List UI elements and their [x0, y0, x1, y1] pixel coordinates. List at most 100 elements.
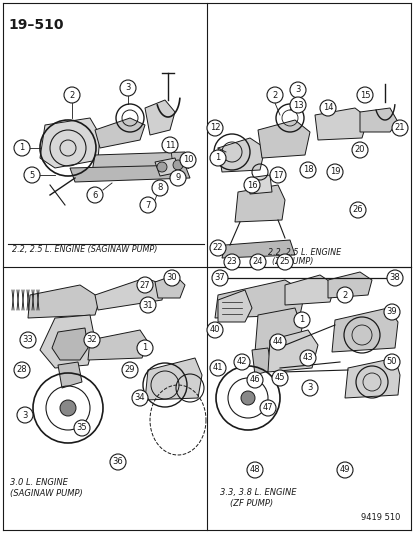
Circle shape — [391, 120, 407, 136]
Text: 24: 24 — [252, 257, 263, 266]
Text: 35: 35 — [76, 424, 87, 432]
Text: 26: 26 — [352, 206, 363, 214]
Polygon shape — [40, 315, 95, 368]
Circle shape — [173, 160, 183, 170]
Circle shape — [276, 254, 292, 270]
Circle shape — [223, 254, 240, 270]
Polygon shape — [254, 308, 301, 352]
Text: 3: 3 — [22, 410, 28, 419]
Polygon shape — [247, 175, 271, 194]
Text: 3: 3 — [306, 384, 312, 392]
Circle shape — [349, 202, 365, 218]
Text: 20: 20 — [354, 146, 364, 155]
Polygon shape — [235, 185, 284, 222]
Circle shape — [299, 162, 315, 178]
Text: 3: 3 — [125, 84, 131, 93]
Text: 2.2, 2.5 L. ENGINE (SAGINAW PUMP): 2.2, 2.5 L. ENGINE (SAGINAW PUMP) — [12, 245, 157, 254]
Polygon shape — [145, 100, 175, 135]
Text: 29: 29 — [124, 366, 135, 375]
Circle shape — [383, 304, 399, 320]
Text: 14: 14 — [322, 103, 332, 112]
Polygon shape — [221, 240, 294, 258]
Circle shape — [110, 454, 126, 470]
Circle shape — [137, 277, 153, 293]
Circle shape — [84, 332, 100, 348]
Text: 18: 18 — [302, 166, 313, 174]
Circle shape — [24, 167, 40, 183]
Circle shape — [87, 187, 103, 203]
Text: 40: 40 — [209, 326, 220, 335]
Text: 19: 19 — [329, 167, 339, 176]
Circle shape — [206, 322, 223, 338]
Circle shape — [170, 170, 185, 186]
Text: (SAGINAW PUMP): (SAGINAW PUMP) — [10, 489, 83, 498]
Text: 36: 36 — [112, 457, 123, 466]
Polygon shape — [145, 358, 202, 400]
Text: 33: 33 — [23, 335, 33, 344]
Circle shape — [383, 354, 399, 370]
Polygon shape — [58, 362, 82, 388]
Text: 9: 9 — [175, 174, 180, 182]
Text: 27: 27 — [139, 280, 150, 289]
Text: 7: 7 — [145, 200, 150, 209]
Circle shape — [336, 462, 352, 478]
Circle shape — [157, 162, 166, 172]
Polygon shape — [40, 118, 100, 168]
Circle shape — [271, 370, 287, 386]
Polygon shape — [92, 152, 188, 172]
Polygon shape — [218, 290, 252, 322]
Text: 44: 44 — [272, 337, 282, 346]
Text: 39: 39 — [386, 308, 396, 317]
Circle shape — [247, 462, 262, 478]
Circle shape — [164, 270, 180, 286]
Circle shape — [247, 372, 262, 388]
Text: 3: 3 — [294, 85, 300, 94]
Circle shape — [14, 362, 30, 378]
Circle shape — [319, 100, 335, 116]
Circle shape — [299, 350, 315, 366]
Text: 49: 49 — [339, 465, 349, 474]
Circle shape — [20, 332, 36, 348]
Polygon shape — [28, 285, 100, 318]
Circle shape — [209, 240, 225, 256]
Text: 17: 17 — [272, 171, 282, 180]
Polygon shape — [70, 165, 190, 182]
Circle shape — [266, 87, 282, 103]
Text: 23: 23 — [226, 257, 237, 266]
Text: 37: 37 — [214, 273, 225, 282]
Text: 13: 13 — [292, 101, 303, 109]
Circle shape — [211, 270, 228, 286]
Text: 16: 16 — [246, 181, 257, 190]
Circle shape — [14, 140, 30, 156]
Circle shape — [209, 360, 225, 376]
Text: 21: 21 — [394, 124, 404, 133]
Circle shape — [293, 312, 309, 328]
Circle shape — [336, 287, 352, 303]
Text: 1: 1 — [142, 343, 147, 352]
Text: 10: 10 — [182, 156, 193, 165]
Polygon shape — [95, 118, 145, 148]
Text: 22: 22 — [212, 244, 223, 253]
Polygon shape — [88, 330, 147, 360]
Text: 15: 15 — [359, 91, 369, 100]
Text: 46: 46 — [249, 376, 260, 384]
Circle shape — [259, 400, 275, 416]
Text: 3.3, 3.8 L. ENGINE: 3.3, 3.8 L. ENGINE — [219, 488, 296, 497]
Circle shape — [240, 391, 254, 405]
Text: 9419 510: 9419 510 — [360, 513, 399, 522]
Text: 43: 43 — [302, 353, 313, 362]
Circle shape — [351, 142, 367, 158]
Circle shape — [137, 340, 153, 356]
Text: 2: 2 — [272, 91, 277, 100]
Polygon shape — [327, 272, 371, 298]
Circle shape — [74, 420, 90, 436]
Text: 8: 8 — [157, 183, 162, 192]
Polygon shape — [331, 308, 397, 352]
Circle shape — [161, 137, 178, 153]
Polygon shape — [214, 280, 304, 318]
Text: 25: 25 — [279, 257, 290, 266]
Circle shape — [301, 380, 317, 396]
Text: 50: 50 — [386, 358, 396, 367]
Text: 31: 31 — [142, 301, 153, 310]
Polygon shape — [52, 328, 88, 360]
